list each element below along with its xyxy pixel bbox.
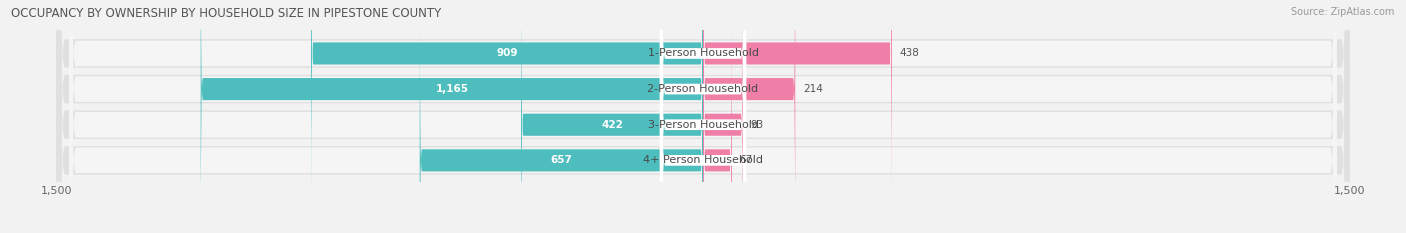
- FancyBboxPatch shape: [703, 0, 796, 233]
- Text: 214: 214: [803, 84, 823, 94]
- Text: 422: 422: [602, 120, 623, 130]
- FancyBboxPatch shape: [69, 0, 1337, 233]
- FancyBboxPatch shape: [703, 0, 891, 221]
- FancyBboxPatch shape: [201, 0, 703, 233]
- FancyBboxPatch shape: [56, 0, 1350, 233]
- Text: 1-Person Household: 1-Person Household: [648, 48, 758, 58]
- FancyBboxPatch shape: [522, 0, 703, 233]
- Text: 657: 657: [550, 155, 572, 165]
- FancyBboxPatch shape: [69, 0, 1337, 233]
- FancyBboxPatch shape: [659, 0, 747, 233]
- FancyBboxPatch shape: [659, 0, 747, 233]
- Text: 93: 93: [751, 120, 763, 130]
- FancyBboxPatch shape: [56, 0, 1350, 233]
- Text: 2-Person Household: 2-Person Household: [647, 84, 759, 94]
- Text: 909: 909: [496, 48, 517, 58]
- Text: OCCUPANCY BY OWNERSHIP BY HOUSEHOLD SIZE IN PIPESTONE COUNTY: OCCUPANCY BY OWNERSHIP BY HOUSEHOLD SIZE…: [11, 7, 441, 20]
- Text: 4+ Person Household: 4+ Person Household: [643, 155, 763, 165]
- FancyBboxPatch shape: [69, 0, 1337, 233]
- Text: 438: 438: [900, 48, 920, 58]
- Text: 3-Person Household: 3-Person Household: [648, 120, 758, 130]
- FancyBboxPatch shape: [659, 0, 747, 233]
- FancyBboxPatch shape: [311, 0, 703, 221]
- FancyBboxPatch shape: [659, 0, 747, 233]
- FancyBboxPatch shape: [56, 0, 1350, 233]
- FancyBboxPatch shape: [703, 0, 733, 233]
- Text: 67: 67: [740, 155, 752, 165]
- Text: Source: ZipAtlas.com: Source: ZipAtlas.com: [1291, 7, 1395, 17]
- FancyBboxPatch shape: [69, 0, 1337, 233]
- Text: 1,165: 1,165: [436, 84, 468, 94]
- FancyBboxPatch shape: [420, 0, 703, 233]
- FancyBboxPatch shape: [56, 0, 1350, 233]
- FancyBboxPatch shape: [703, 0, 744, 233]
